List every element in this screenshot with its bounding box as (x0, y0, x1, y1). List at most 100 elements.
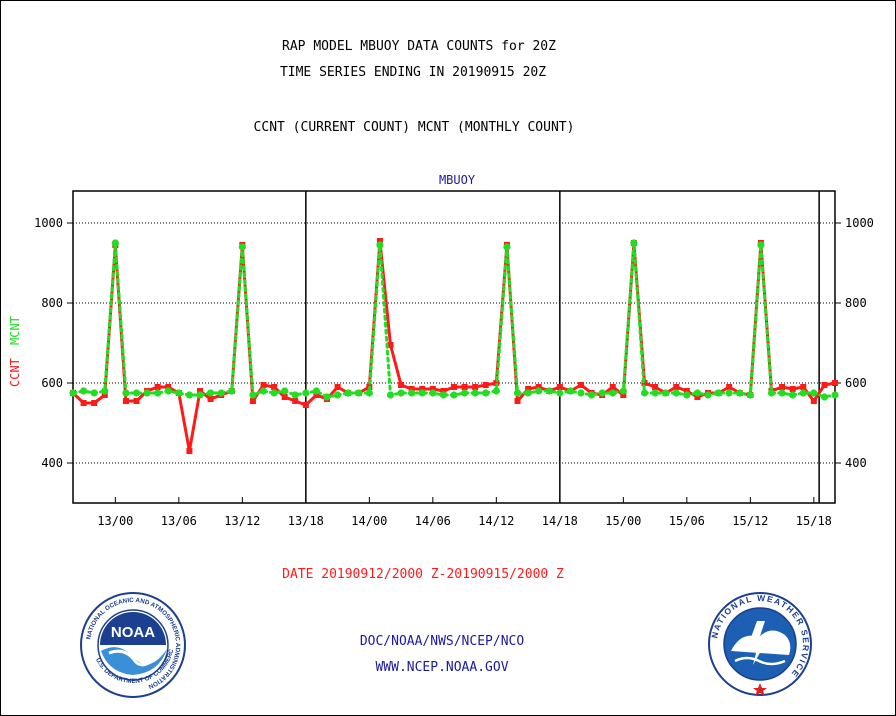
ccnt-point (292, 398, 299, 404)
mcnt-point (418, 389, 426, 397)
nws-logo: NATIONAL WEATHER SERVICE (707, 591, 813, 697)
mcnt-point (566, 387, 575, 395)
mcnt-point (630, 239, 638, 247)
ccnt-point (302, 402, 309, 408)
mcnt-point (714, 389, 723, 397)
noaa-logo-text: NOAA (111, 624, 155, 641)
mcnt-point (122, 389, 130, 397)
x-tick-label: 15/18 (796, 514, 832, 528)
ccnt-point (440, 388, 447, 394)
ccnt-point (398, 382, 405, 388)
ccnt-point (80, 400, 87, 406)
mcnt-point (164, 387, 172, 395)
chart-panel-title: MBUOY (439, 173, 476, 187)
ccnt-point (779, 384, 786, 390)
ccnt-point (525, 386, 532, 392)
x-tick-label: 15/12 (732, 514, 768, 528)
y-tick-label-right: 600 (845, 376, 867, 390)
mcnt-point (228, 387, 236, 395)
mcnt-point (492, 387, 500, 395)
mcnt-point (259, 387, 268, 395)
mcnt-point (778, 389, 786, 397)
ccnt-point (810, 398, 817, 404)
ccnt-point (535, 384, 542, 390)
ccnt-point (694, 394, 701, 400)
ccnt-point (334, 384, 341, 390)
mcnt-point (323, 393, 331, 401)
mcnt-point (344, 389, 352, 397)
mcnt-point (333, 391, 342, 399)
mcnt-point (662, 389, 670, 397)
x-tick-label: 13/12 (224, 514, 260, 528)
plot-frame (72, 190, 836, 504)
mcnt-point (820, 393, 829, 401)
mcnt-point (471, 389, 479, 397)
mcnt-point (365, 389, 373, 397)
ccnt-point (186, 448, 193, 454)
ccnt-point (620, 392, 627, 398)
mcnt-point (619, 387, 627, 395)
mcnt-point (154, 389, 162, 397)
mcnt-point (143, 389, 151, 397)
ccnt-point (154, 384, 161, 390)
y-tick-label: 1000 (34, 216, 63, 230)
mcnt-point (217, 389, 225, 397)
mcnt-point (535, 387, 543, 395)
series-ccnt-line (71, 239, 836, 453)
y-tick-label-right: 400 (845, 456, 867, 470)
mcnt-point (598, 389, 606, 397)
mcnt-point (175, 389, 183, 397)
mcnt-point (746, 391, 754, 399)
mcnt-point (111, 239, 119, 247)
mcnt-point (587, 391, 596, 399)
mcnt-point (482, 389, 490, 397)
mcnt-point (460, 389, 469, 397)
series-mcnt-line (71, 242, 837, 399)
ccnt-point (821, 382, 828, 388)
mcnt-point (672, 389, 680, 397)
mcnt-point (439, 391, 448, 399)
mcnt-point (524, 389, 532, 397)
mcnt-point (386, 391, 395, 399)
chart-subtitle: CCNT (CURRENT COUNT) MCNT (MONTHLY COUNT… (253, 120, 575, 135)
mcnt-point (503, 243, 511, 251)
mcnt-point (609, 389, 617, 397)
y-axis-label-mcnt: MCNT (8, 316, 22, 345)
ccnt-point (249, 398, 256, 404)
y-tick-label: 600 (41, 376, 63, 390)
x-tick-label: 14/00 (351, 514, 387, 528)
footer-agency: DOC/NOAA/NWS/NCEP/NCO (359, 634, 525, 649)
ccnt-point (832, 380, 838, 386)
ccnt-point (165, 384, 172, 390)
mcnt-point (810, 389, 818, 397)
ccnt-point (800, 384, 807, 390)
ccnt-point (493, 380, 500, 386)
x-tick-label: 13/00 (97, 514, 133, 528)
ccnt-point (472, 384, 479, 390)
mcnt-point (79, 387, 88, 395)
ccnt-point (122, 398, 129, 404)
footer-website: WWW.NCEP.NOAA.GOV (375, 660, 509, 675)
y-tick-label: 800 (41, 296, 63, 310)
ccnt-point (419, 386, 426, 392)
mcnt-point (736, 389, 744, 397)
ccnt-point (133, 398, 140, 404)
mcnt-point (206, 389, 215, 397)
y-tick-label: 400 (41, 456, 63, 470)
ccnt-point (451, 384, 457, 390)
mcnt-point (408, 389, 416, 397)
ccnt-point (789, 386, 796, 392)
mcnt-point (312, 387, 321, 395)
ccnt-point (408, 386, 415, 392)
mcnt-point (799, 389, 807, 397)
mcnt-point (196, 391, 204, 399)
ccnt-point (683, 388, 690, 394)
mcnt-point (281, 387, 289, 395)
x-tick-label: 14/12 (478, 514, 514, 528)
ccnt-point (101, 392, 108, 398)
y-tick-label-right: 800 (845, 296, 867, 310)
mcnt-point (725, 389, 733, 397)
noaa-logo: NOAA NATIONAL OCEANIC AND ATMOSPHERIC AD… (77, 586, 187, 699)
mcnt-point (291, 391, 299, 399)
